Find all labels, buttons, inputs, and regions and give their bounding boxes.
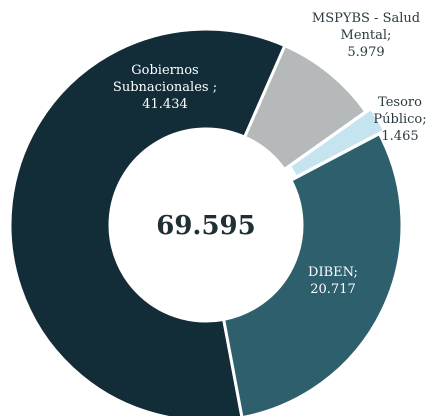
category-name: DIBEN; bbox=[308, 265, 358, 280]
category-name: Tesoro Público; bbox=[373, 95, 427, 127]
value-label: 5.979 bbox=[347, 45, 385, 60]
value-label: 1.465 bbox=[381, 129, 419, 144]
slice-label: Tesoro Público; 1.465 bbox=[365, 94, 427, 145]
slice-label: MSPYBS - Salud Mental; 5.979 bbox=[301, 10, 427, 61]
slice-label: Gobiernos Subnacionales ; 41.434 bbox=[90, 62, 240, 113]
slice-label: DIBEN; 20.717 bbox=[288, 264, 378, 298]
category-name: Gobiernos Subnacionales ; bbox=[112, 63, 218, 95]
value-label: 41.434 bbox=[142, 97, 188, 112]
slice bbox=[221, 131, 404, 416]
slice bbox=[8, 27, 287, 416]
category-name: MSPYBS - Salud Mental; bbox=[311, 11, 421, 43]
total-label: 69.595 bbox=[156, 211, 256, 241]
value-label: 20.717 bbox=[310, 282, 356, 297]
